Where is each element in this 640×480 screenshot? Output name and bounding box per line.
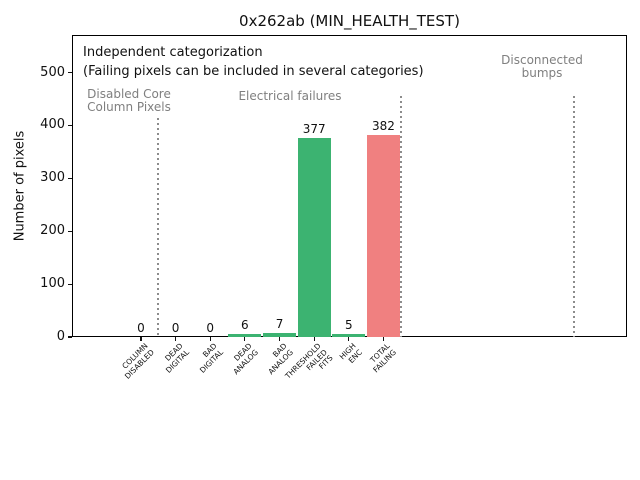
- x-tick-mark: [313, 337, 315, 341]
- y-tick-mark: [68, 336, 72, 338]
- y-tick-label: 500: [40, 64, 65, 80]
- group-label: Electrical failures: [238, 89, 342, 103]
- annotation-line-2: (Failing pixels can be included in sever…: [83, 64, 424, 79]
- bar-value-label: 6: [241, 317, 249, 332]
- chart-title: 0x262ab (MIN_HEALTH_TEST): [239, 12, 460, 30]
- y-tick-label: 200: [40, 223, 65, 239]
- x-tick-mark: [244, 337, 246, 341]
- bar: [263, 333, 297, 337]
- bar-value-label: 377: [302, 121, 326, 136]
- bar: [366, 134, 400, 337]
- x-tick-mark: [175, 337, 177, 341]
- bar: [228, 333, 262, 337]
- y-tick-label: 100: [40, 276, 65, 292]
- x-tick-mark: [278, 337, 281, 341]
- bar-value-label: 0: [206, 321, 215, 335]
- y-tick-label: 0: [56, 329, 65, 344]
- y-tick-label: 300: [40, 170, 65, 186]
- x-tick-mark: [140, 337, 142, 341]
- y-tick-label: 400: [40, 117, 65, 133]
- x-tick-mark: [209, 337, 211, 341]
- group-separator-line: [157, 118, 160, 337]
- annotation-line-1: Independent categorization: [83, 45, 263, 60]
- group-label: Disconnected bumps: [501, 53, 583, 80]
- group-label: Disabled Core Column Pixels: [87, 87, 171, 114]
- y-tick-mark: [68, 124, 72, 127]
- bar-value-label: 7: [275, 317, 284, 332]
- group-separator-line: [572, 96, 575, 337]
- y-tick-mark: [68, 283, 72, 285]
- bar: [297, 137, 331, 337]
- bar: [332, 334, 366, 337]
- bar-value-label: 0: [171, 321, 180, 335]
- bar-value-label: 0: [137, 321, 145, 335]
- y-tick-mark: [68, 71, 72, 74]
- x-tick-mark: [348, 337, 350, 341]
- y-tick-mark: [68, 177, 72, 179]
- x-tick-mark: [382, 337, 384, 341]
- bar-value-label: 5: [344, 318, 353, 333]
- y-tick-mark: [68, 230, 72, 232]
- bar-value-label: 382: [371, 118, 395, 133]
- plot-area: [72, 35, 627, 337]
- group-separator-line: [399, 96, 402, 337]
